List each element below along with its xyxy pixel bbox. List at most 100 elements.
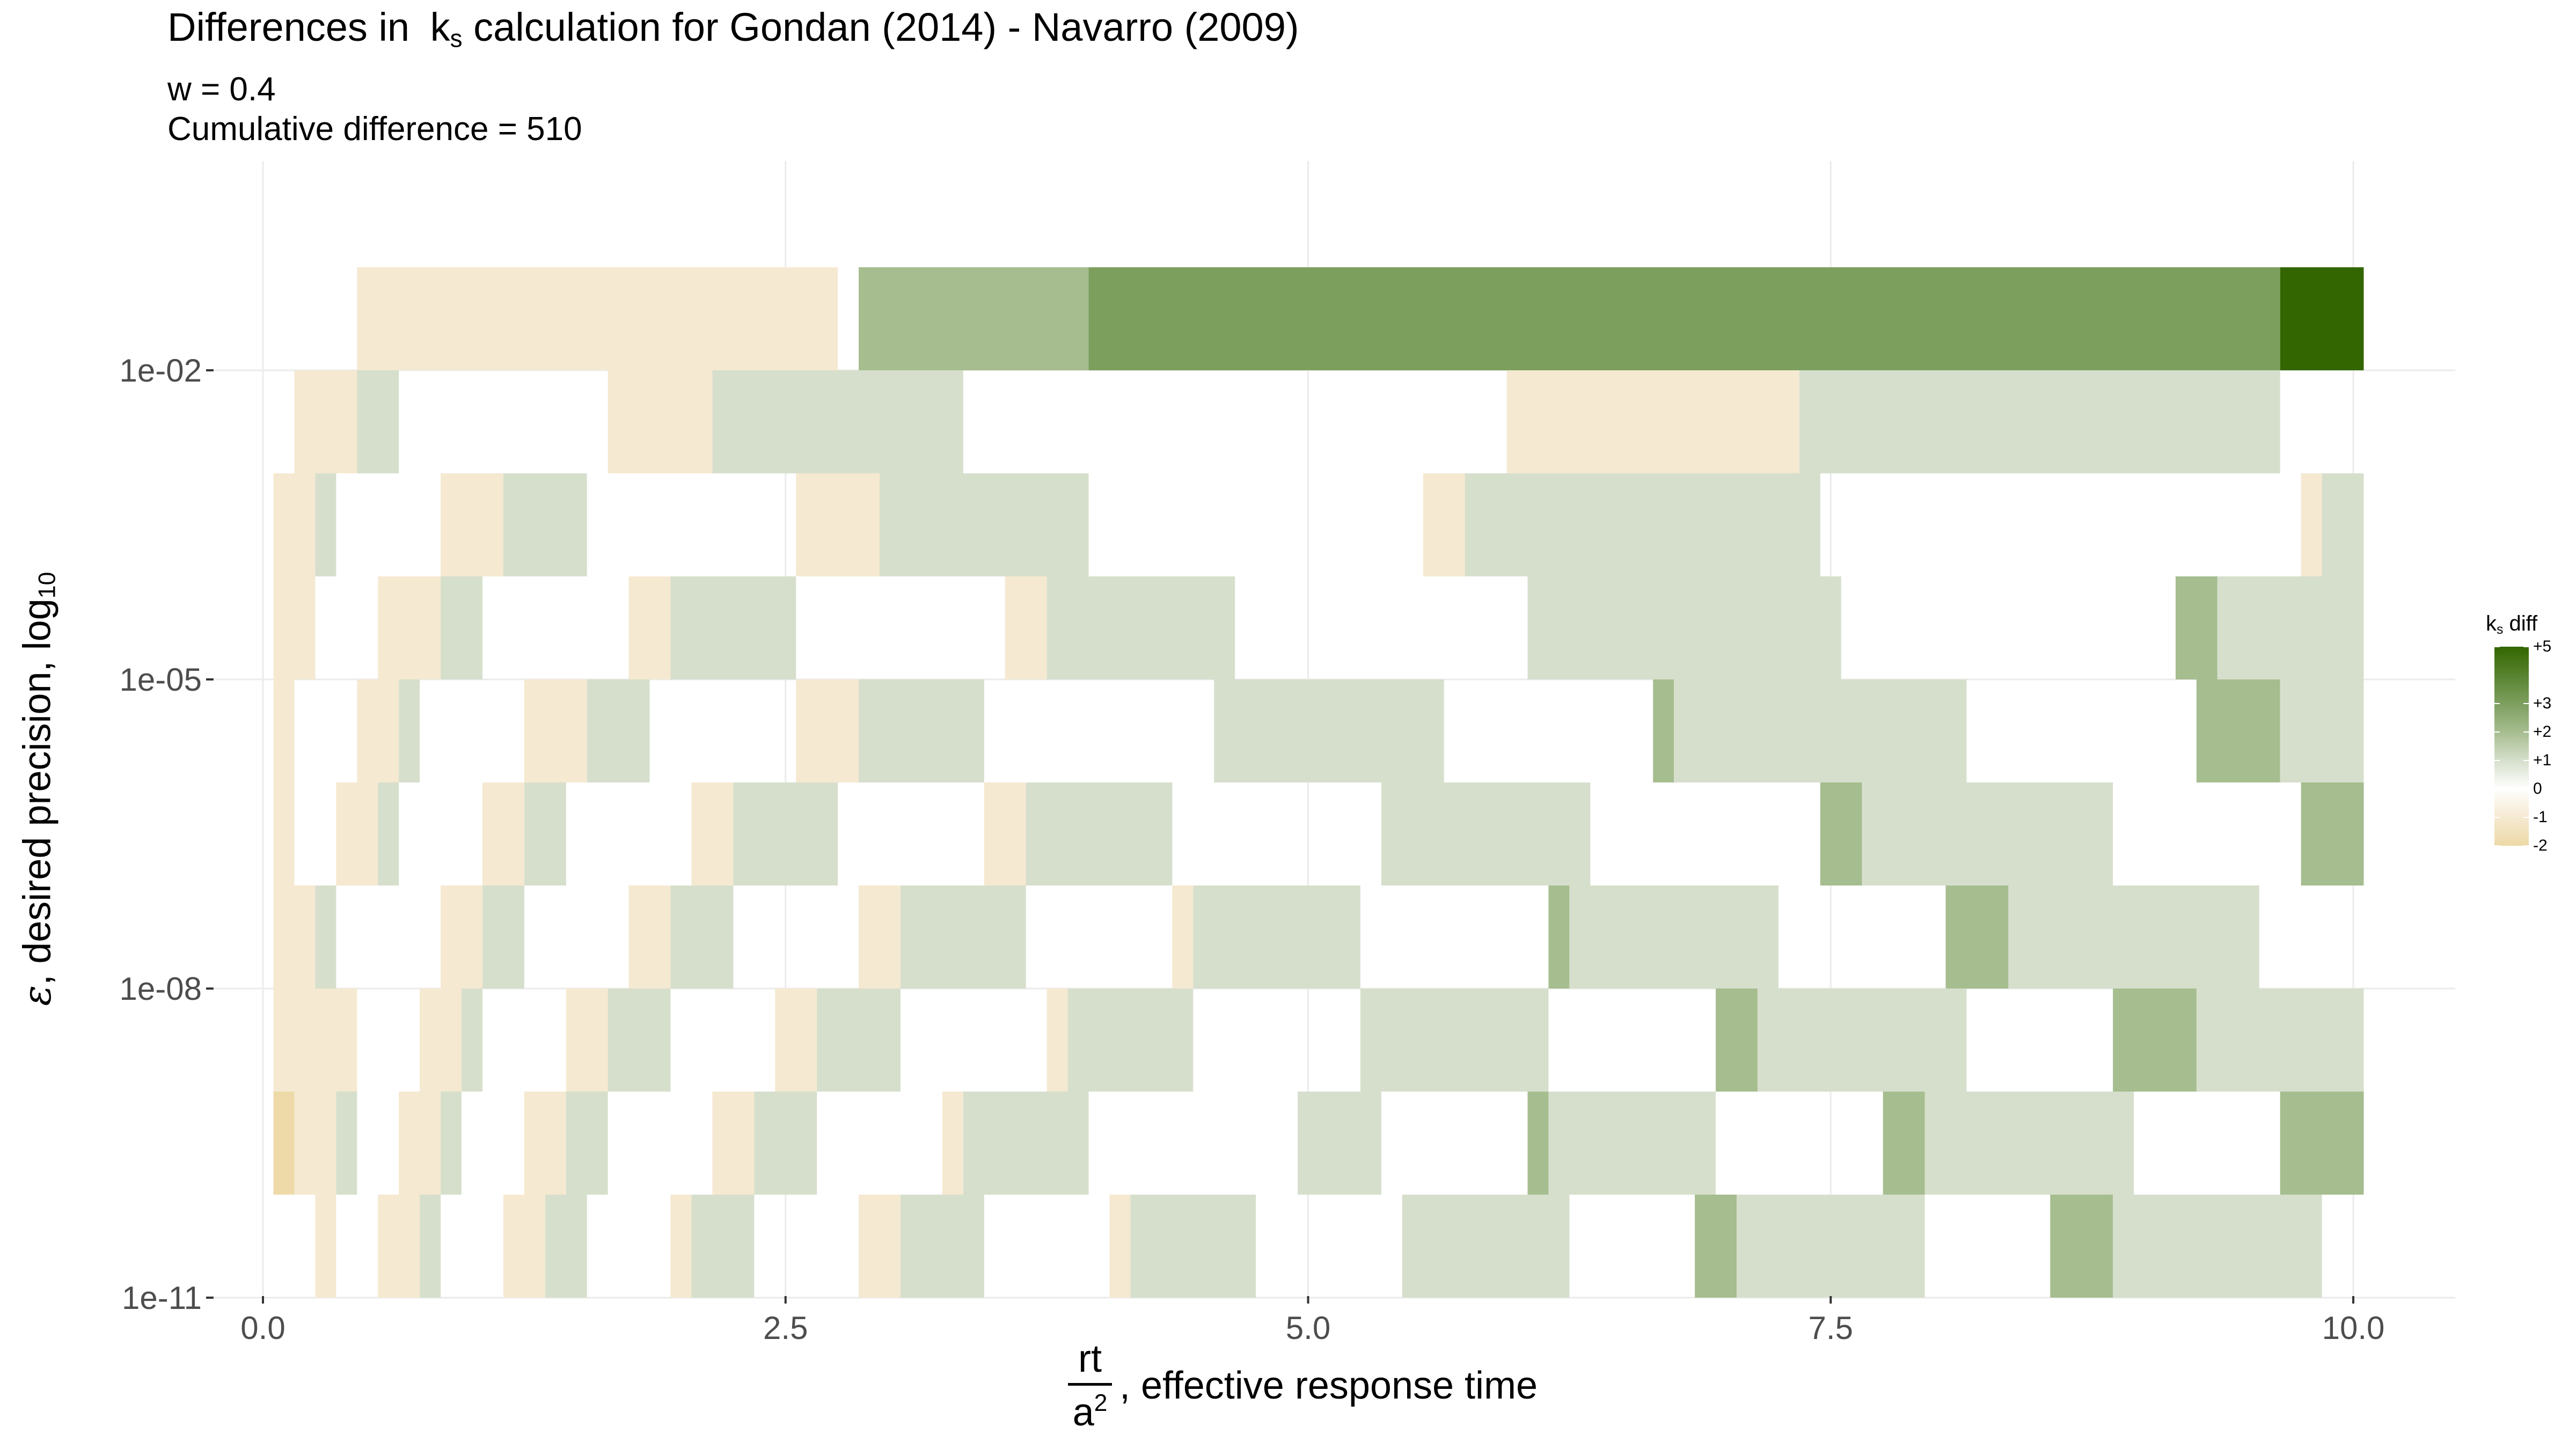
heatmap-tile-r8-s13 [1548, 1092, 1716, 1195]
heatmap-tile-r4-s8 [1653, 679, 1674, 782]
heatmap-tile-r4-s3 [524, 679, 587, 782]
x-tick-label-1: 2.5 [763, 1310, 808, 1346]
heatmap-tile-r9-s12 [1695, 1195, 1737, 1298]
title-k: k [430, 5, 450, 49]
heatmap-tile-r2-s9 [2322, 473, 2364, 576]
heatmap-tile-r6-s6 [859, 885, 901, 989]
x-axis-numerator: rt [1078, 1337, 1102, 1380]
heatmap-tile-r3-s5 [1005, 576, 1047, 679]
heatmap-tile-r8-s2 [336, 1092, 357, 1195]
heatmap-tile-r8-s5 [524, 1092, 566, 1195]
heatmap-tile-r5-s3 [482, 782, 524, 885]
heatmap-tile-r4-s7 [1214, 679, 1444, 782]
heatmap-tile-r7-s3 [462, 989, 482, 1092]
heatmap-tile-r7-s12 [1757, 989, 1967, 1092]
heatmap-tile-r3-s6 [1046, 576, 1235, 679]
x-axis-label-text: , effective response time [1119, 1364, 1538, 1408]
x-tick-label-3: 7.5 [1809, 1310, 1853, 1346]
y-tick-label-0: 1e-02 [120, 353, 202, 389]
heatmap-tile-r4-s10 [2196, 679, 2280, 782]
fraction-bar [1068, 1382, 1112, 1386]
heatmap-tile-r8-s4 [441, 1092, 462, 1195]
heatmap-tile-r7-s10 [1360, 989, 1549, 1092]
heatmap-tile-r0-s0 [357, 267, 838, 370]
heatmap-tile-r8-s15 [1924, 1092, 2134, 1195]
x-tick-label-2: 5.0 [1286, 1310, 1330, 1346]
heatmap-tile-r7-s1 [294, 989, 357, 1092]
heatmap-tile-r6-s9 [1193, 885, 1360, 989]
heatmap-tile-r9-s4 [545, 1195, 587, 1298]
heatmap-tile-r7-s9 [1067, 989, 1194, 1092]
heatmap-tile-r4-s5 [796, 679, 859, 782]
heatmap-tile-r8-s16 [2280, 1092, 2364, 1195]
heatmap-tile-r2-s6 [1423, 473, 1465, 576]
heatmap-tile-r2-s0 [273, 473, 316, 576]
heatmap-tile-r1-s3 [712, 370, 963, 473]
legend-label-5: -1 [2533, 808, 2548, 826]
heatmap-tile-r5-s1 [336, 782, 378, 885]
heatmap-tile-r0-s3 [2280, 267, 2364, 370]
heatmap-tile-r8-s6 [566, 1092, 608, 1195]
title-k-sub: s [450, 24, 463, 53]
heatmap-tile-r7-s4 [566, 989, 608, 1092]
heatmap-tile-r7-s13 [2113, 989, 2197, 1092]
y-axis-label: ε, desired precision, log10 [14, 572, 61, 1006]
heatmap-tile-r7-s8 [1046, 989, 1068, 1092]
heatmap-tile-r8-s3 [399, 1092, 441, 1195]
heatmap-tile-r2-s5 [880, 473, 1089, 576]
heatmap-tile-r2-s1 [315, 473, 336, 576]
heatmap-tile-r8-s11 [1298, 1092, 1381, 1195]
heatmap-tile-r7-s11 [1716, 989, 1758, 1092]
x-axis-denominator-sup: 2 [1094, 1389, 1108, 1416]
legend-title-k: k [2486, 612, 2497, 635]
heatmap-tile-r3-s8 [2175, 576, 2218, 679]
heatmap-tile-r5-s12 [2301, 782, 2364, 885]
x-tick-label-0: 0.0 [240, 1310, 285, 1346]
heatmap-tile-r7-s6 [775, 989, 817, 1092]
heatmap-tile-r8-s14 [1883, 1092, 1925, 1195]
heatmap-tile-r5-s6 [733, 782, 838, 885]
heatmap-tile-r5-s2 [378, 782, 399, 885]
heatmap-tile-r1-s5 [1799, 370, 2280, 473]
heatmap-tile-r3-s3 [628, 576, 671, 679]
heatmap-tile-r8-s1 [294, 1092, 336, 1195]
heatmap-tile-r8-s12 [1527, 1092, 1549, 1195]
heatmap-tile-r6-s4 [628, 885, 671, 989]
heatmap-tile-r1-s4 [1506, 370, 1799, 473]
heatmap-tile-r9-s10 [1130, 1195, 1256, 1298]
heatmap-tile-r9-s13 [1736, 1195, 1925, 1298]
heatmap-tile-r4-s2 [399, 679, 420, 782]
heatmap-tile-r2-s2 [441, 473, 503, 576]
heatmap-tile-r9-s11 [1402, 1195, 1570, 1298]
legend-label-1: +3 [2533, 694, 2552, 712]
heatmap-tile-r0-s1 [859, 267, 1089, 370]
heatmap-tile-r6-s10 [1548, 885, 1570, 989]
heatmap-tile-r6-s0 [273, 885, 316, 989]
heatmap-tile-r9-s15 [2113, 1195, 2322, 1298]
heatmap-tile-r5-s7 [984, 782, 1026, 885]
heatmap-tile-r9-s3 [503, 1195, 545, 1298]
title-suffix: calculation for Gondan (2014) - Navarro … [473, 5, 1299, 49]
heatmap-tile-r5-s9 [1381, 782, 1591, 885]
heatmap-tile-r3-s1 [378, 576, 441, 679]
heatmap-tile-r9-s14 [2050, 1195, 2113, 1298]
chart-title: Differences in ks calculation for Gondan… [167, 4, 1299, 53]
heatmap-tile-r6-s13 [2008, 885, 2259, 989]
heatmap-tile-r8-s8 [754, 1092, 817, 1195]
heatmap-tile-r5-s0 [273, 782, 295, 885]
legend-colorbar [2494, 647, 2529, 846]
heatmap-tile-r6-s7 [900, 885, 1026, 989]
legend-label-3: +1 [2533, 751, 2552, 769]
legend-label-0: +5 [2533, 638, 2552, 655]
x-axis-denominator-base: a [1072, 1391, 1094, 1434]
heatmap-tile-r4-s9 [1674, 679, 1967, 782]
x-axis-fraction: rt a2 [1068, 1337, 1112, 1434]
heatmap-tile-r9-s1 [378, 1195, 420, 1298]
heatmap-tile-r5-s4 [524, 782, 566, 885]
heatmap-tile-r3-s9 [2217, 576, 2364, 679]
heatmap-tile-r5-s8 [1026, 782, 1173, 885]
y-axis-epsilon: ε [14, 985, 60, 1006]
heatmap-tile-r1-s1 [357, 370, 399, 473]
y-tick-label-3: 1e-11 [122, 1280, 202, 1316]
heatmap-tile-r6-s12 [1945, 885, 2009, 989]
